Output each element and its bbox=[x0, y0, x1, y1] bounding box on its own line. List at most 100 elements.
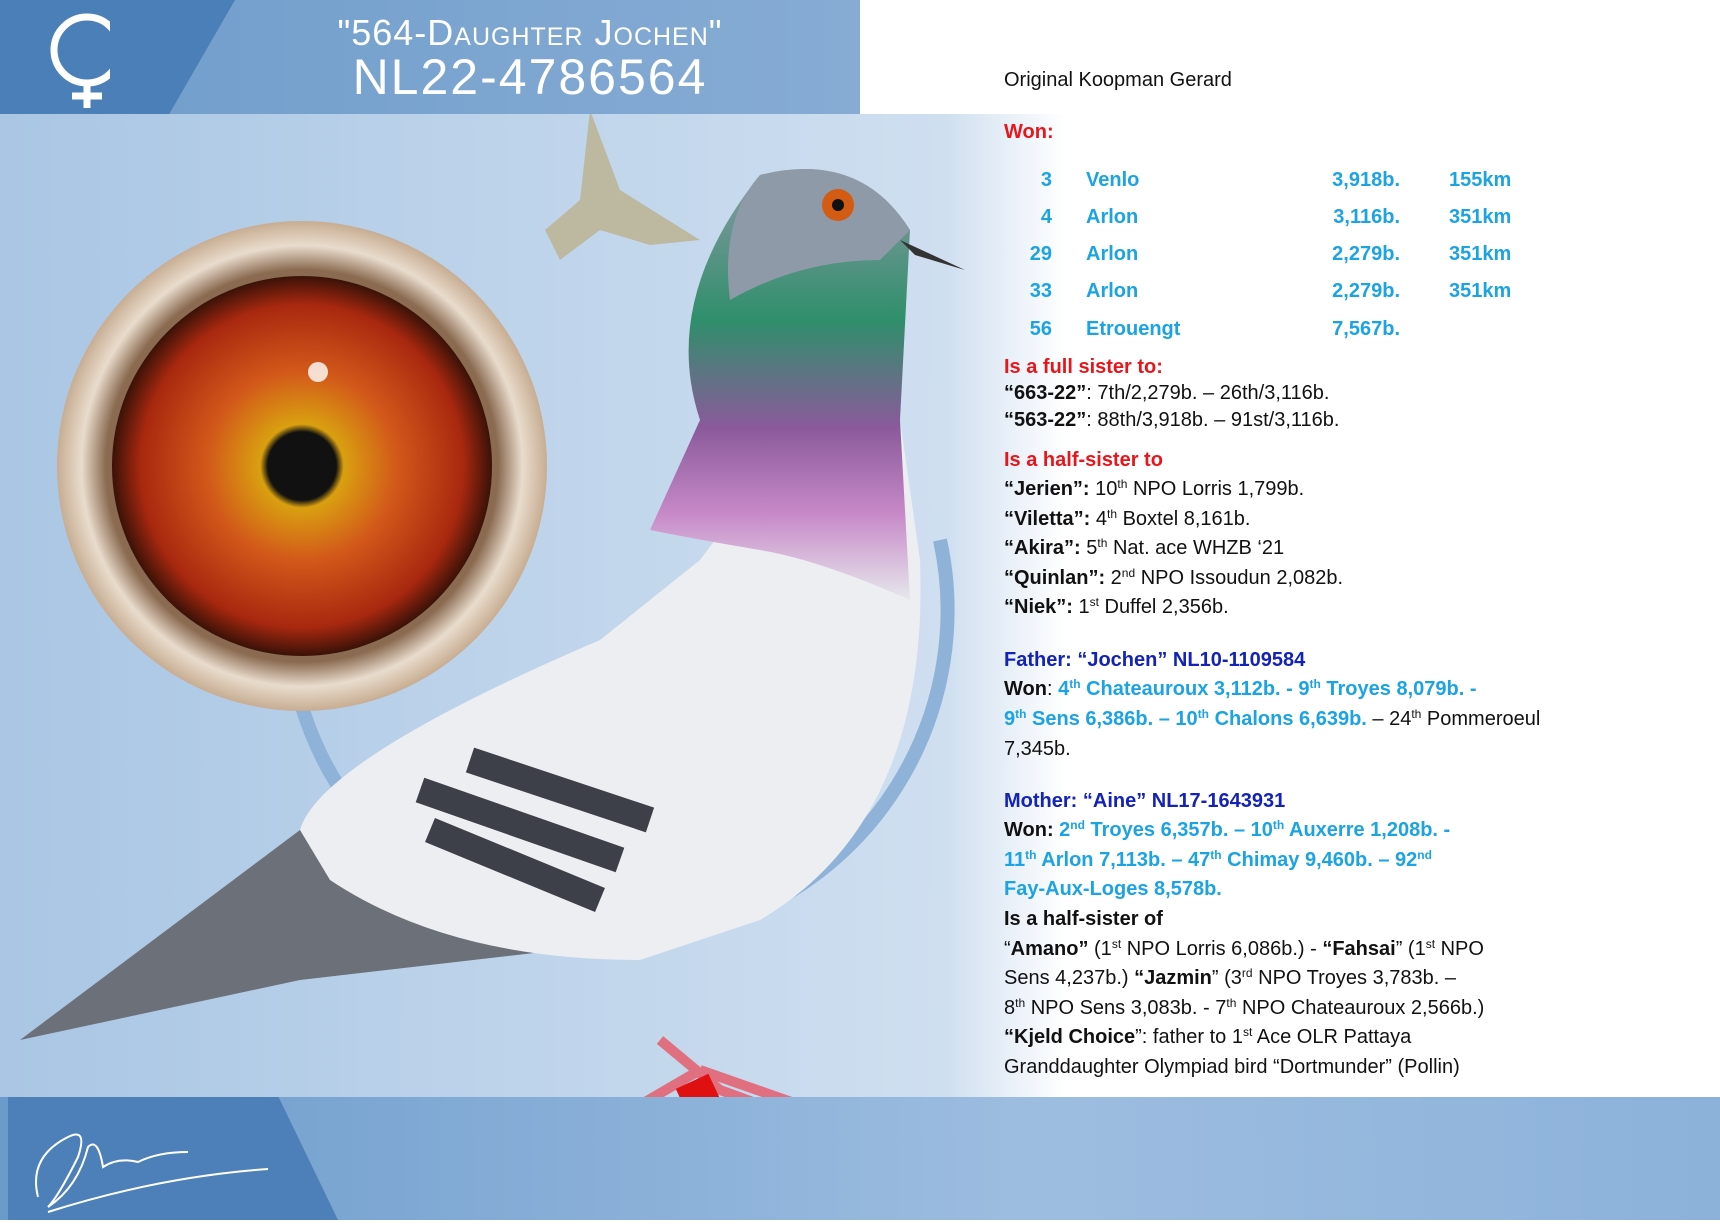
text-run: 10 bbox=[1095, 478, 1118, 500]
text-line: “Quinlan”: 2nd NPO Issoudun 2,082b. bbox=[1004, 566, 1343, 590]
text-run: st bbox=[1242, 1025, 1253, 1039]
text-run: Duffel 2,356b. bbox=[1098, 596, 1229, 618]
text-run: NPO Lorris 1,799b. bbox=[1127, 478, 1305, 500]
text-line: “Jerien”: 10th NPO Lorris 1,799b. bbox=[1004, 477, 1304, 501]
text-line: Is a full sister to: bbox=[1004, 355, 1163, 379]
text-line: “563-22”: 88th/3,918b. – 91st/3,116b. bbox=[1004, 408, 1339, 432]
text-run: Chalons 6,639b. bbox=[1209, 708, 1367, 730]
text-run: 9 bbox=[1004, 708, 1016, 730]
text-line: “Viletta”: 4th Boxtel 8,161b. bbox=[1004, 507, 1250, 531]
won-heading: Won: bbox=[1004, 121, 1054, 143]
text-run: 7,345b. bbox=[1004, 738, 1071, 760]
text-run: Is a half-sister of bbox=[1004, 908, 1163, 930]
text-run: ” (3 bbox=[1211, 967, 1242, 989]
text-run: Sens 6,386b. – 10 bbox=[1026, 708, 1198, 730]
text-run: th bbox=[1097, 536, 1108, 550]
text-run: “Akira”: bbox=[1004, 537, 1087, 559]
text-line: 8th NPO Sens 3,083b. - 7th NPO Chateauro… bbox=[1004, 996, 1484, 1020]
text-run: 2 bbox=[1110, 567, 1122, 589]
text-line: “Niek”: 1st Duffel 2,356b. bbox=[1004, 595, 1229, 619]
text-run: : bbox=[1046, 678, 1059, 700]
text-line: Is a half-sister to bbox=[1004, 448, 1163, 472]
text-run: NPO Sens 3,083b. - 7 bbox=[1025, 997, 1227, 1019]
result-place: 56 bbox=[1029, 318, 1052, 340]
text-run: st bbox=[1089, 595, 1099, 609]
result-birds: 3,918b. bbox=[1332, 169, 1400, 191]
result-race: Arlon bbox=[1086, 206, 1139, 228]
text-run: 1 bbox=[1078, 596, 1090, 618]
text-run: Arlon 7,113b. – 47 bbox=[1036, 849, 1211, 871]
result-place: 3 bbox=[1040, 169, 1052, 191]
text-run: ”: father to 1 bbox=[1135, 1026, 1243, 1048]
text-run: Mother: “Aine” NL17-1643931 bbox=[1004, 790, 1286, 812]
text-run: “663-22” bbox=[1004, 382, 1087, 404]
text-run: th bbox=[1309, 677, 1321, 691]
text-run: Chimay 9,460b. – 92 bbox=[1221, 849, 1418, 871]
text-run: “Niek”: bbox=[1004, 596, 1079, 618]
result-distance: 155km bbox=[1449, 169, 1512, 191]
text-run: “Kjeld Choice bbox=[1004, 1026, 1136, 1048]
text-line: “Akira”: 5th Nat. ace WHZB ‘21 bbox=[1004, 536, 1284, 560]
text-run: th bbox=[1025, 848, 1037, 862]
text-run: NPO Troyes 3,783b. – bbox=[1252, 967, 1457, 989]
result-race: Venlo bbox=[1086, 169, 1140, 191]
result-birds: 2,279b. bbox=[1332, 243, 1400, 265]
text-run: Troyes 6,357b. – 10 bbox=[1084, 819, 1273, 841]
text-run: – 24 bbox=[1366, 708, 1412, 730]
text-run: 4 bbox=[1095, 508, 1107, 530]
text-run: Auxerre 1,208b. - bbox=[1284, 819, 1451, 841]
text-run: 8 bbox=[1004, 997, 1016, 1019]
text-run: (1 bbox=[1088, 938, 1112, 960]
text-run: NPO bbox=[1435, 938, 1484, 960]
text-line: Won: 2nd Troyes 6,357b. – 10th Auxerre 1… bbox=[1004, 818, 1450, 842]
text-run: NPO Issoudun 2,082b. bbox=[1135, 567, 1344, 589]
text-run: th bbox=[1197, 707, 1210, 721]
text-run: NPO Chateauroux 2,566b.) bbox=[1236, 997, 1485, 1019]
origin-text: Original Koopman Gerard bbox=[1004, 69, 1232, 91]
text-run: Nat. ace WHZB ‘21 bbox=[1107, 537, 1285, 559]
text-line: 9th Sens 6,386b. – 10th Chalons 6,639b. … bbox=[1004, 707, 1540, 731]
result-distance: 351km bbox=[1449, 280, 1512, 302]
text-line: “663-22”: 7th/2,279b. – 26th/3,116b. bbox=[1004, 381, 1329, 405]
result-birds: 7,567b. bbox=[1332, 318, 1400, 340]
text-run: Pommeroeul bbox=[1421, 708, 1541, 730]
text-run: st bbox=[1111, 937, 1122, 951]
text-line: Won: 4th Chateauroux 3,112b. - 9th Troye… bbox=[1004, 677, 1476, 701]
text-run: Chateauroux 3,112b. - 9 bbox=[1080, 678, 1310, 700]
text-run: 2 bbox=[1059, 819, 1071, 841]
text-run: Granddaughter Olympiad bird “Dortmunder”… bbox=[1004, 1056, 1460, 1078]
text-run: NPO Lorris 6,086b.) - bbox=[1121, 938, 1323, 960]
text-run: th bbox=[1411, 707, 1422, 721]
text-run: th bbox=[1210, 848, 1222, 862]
text-run: Troyes 8,079b. - bbox=[1320, 678, 1477, 700]
text-line: 11th Arlon 7,113b. – 47th Chimay 9,460b.… bbox=[1004, 848, 1432, 872]
text-run: “Jazmin bbox=[1134, 967, 1212, 989]
text-run: Sens 4,237b.) bbox=[1004, 967, 1135, 989]
text-line: Sens 4,237b.) “Jazmin” (3rd NPO Troyes 3… bbox=[1004, 966, 1456, 990]
text-run: rd bbox=[1241, 966, 1253, 980]
text-run: ” (1 bbox=[1395, 938, 1426, 960]
text-line: “Kjeld Choice”: father to 1st Ace OLR Pa… bbox=[1004, 1025, 1411, 1049]
result-distance: 351km bbox=[1449, 206, 1512, 228]
result-place: 29 bbox=[1029, 243, 1052, 265]
text-run: nd bbox=[1070, 818, 1085, 832]
bird-silhouette bbox=[545, 110, 700, 260]
text-run: 11 bbox=[1004, 849, 1026, 871]
signature-logo bbox=[35, 1133, 269, 1213]
text-run: nd bbox=[1417, 848, 1432, 862]
result-place: 4 bbox=[1040, 206, 1052, 228]
result-place: 33 bbox=[1029, 280, 1052, 302]
text-line: Father: “Jochen” NL10-1109584 bbox=[1004, 648, 1305, 672]
result-race: Arlon bbox=[1086, 243, 1139, 265]
text-run: Won bbox=[1004, 678, 1047, 700]
text-run: Won: bbox=[1004, 819, 1060, 841]
text-run: Father: “Jochen” NL10-1109584 bbox=[1004, 649, 1306, 671]
text-run: “Jerien”: bbox=[1004, 478, 1096, 500]
text-run: th bbox=[1015, 996, 1026, 1010]
pigeon-name: "564-Daughter Jochen" bbox=[337, 12, 723, 53]
result-birds: 2,279b. bbox=[1332, 280, 1400, 302]
text-run: th bbox=[1226, 996, 1237, 1010]
text-run: st bbox=[1425, 937, 1436, 951]
text-line: Is a half-sister of bbox=[1004, 907, 1163, 931]
